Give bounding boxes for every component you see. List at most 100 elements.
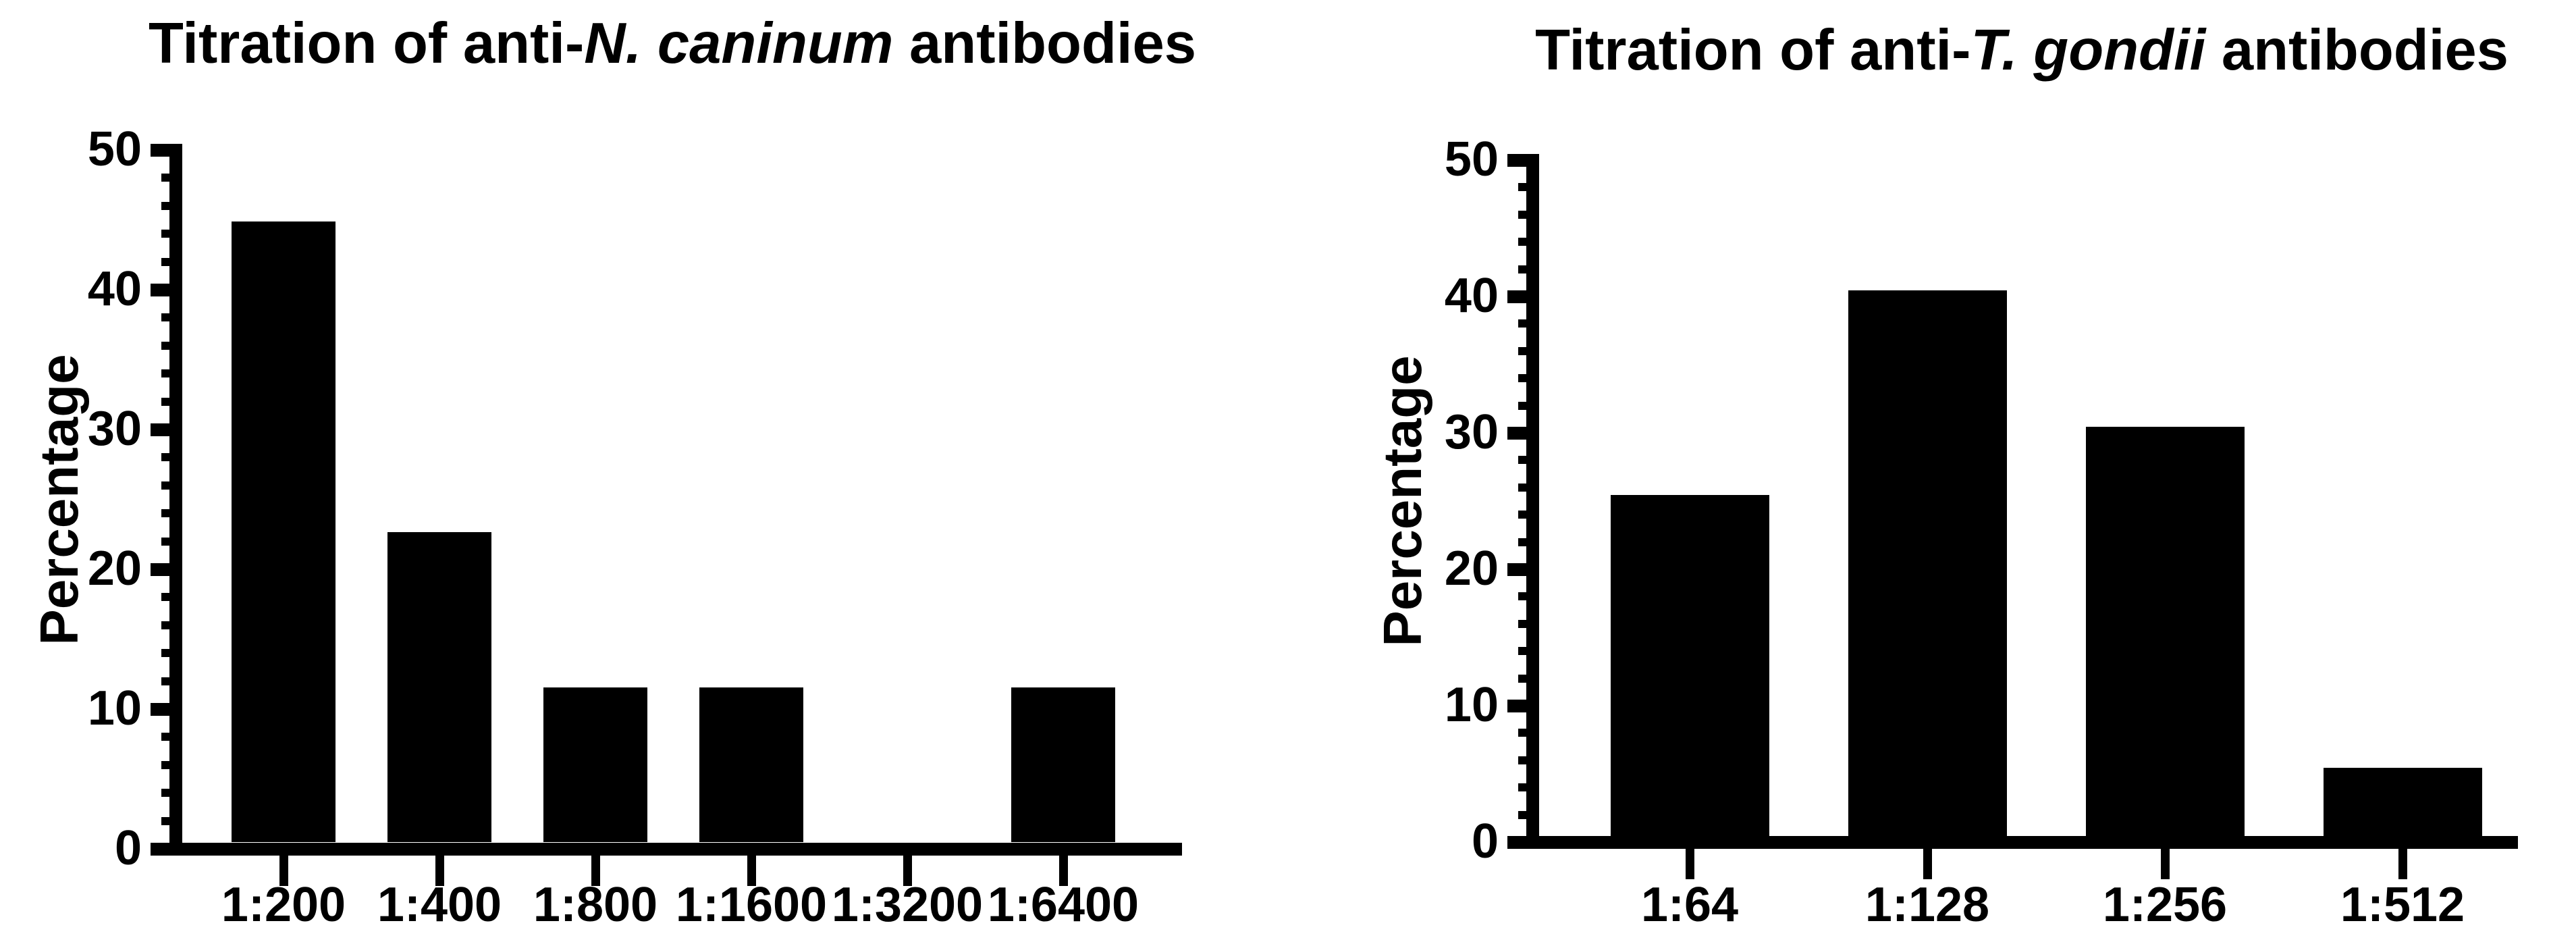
x-axis-line — [1526, 835, 2518, 849]
y-minor-tick — [1518, 783, 1526, 792]
y-minor-tick — [1518, 456, 1526, 465]
x-tick — [591, 855, 600, 886]
y-tick-label: 0 — [114, 820, 142, 875]
x-tick — [1923, 848, 1932, 879]
y-minor-tick — [161, 174, 169, 182]
y-tick-label: 20 — [1444, 541, 1499, 596]
y-minor-tick — [1518, 538, 1526, 546]
y-minor-tick — [1518, 674, 1526, 683]
y-minor-tick — [1518, 647, 1526, 656]
x-tick — [279, 855, 288, 886]
x-axis-line — [169, 842, 1182, 856]
y-tick-label: 30 — [87, 401, 142, 456]
y-minor-tick — [1518, 346, 1526, 355]
y-minor-tick — [161, 201, 169, 210]
chart-title-segment: Titration of anti- — [148, 11, 585, 76]
y-minor-tick — [1518, 319, 1526, 328]
y-minor-tick — [1518, 756, 1526, 764]
bar — [232, 221, 336, 843]
y-tick-label: 20 — [87, 541, 142, 596]
x-tick — [903, 855, 912, 886]
y-major-tick — [151, 702, 169, 716]
y-minor-tick — [1518, 374, 1526, 383]
y-major-tick — [1507, 153, 1526, 167]
x-tick-label: 1:128 — [1864, 878, 1990, 932]
bar — [387, 531, 491, 843]
y-minor-tick — [1518, 592, 1526, 601]
y-minor-tick — [1518, 238, 1526, 246]
x-tick-label: 1:6400 — [987, 878, 1139, 932]
x-tick — [747, 855, 756, 886]
y-minor-tick — [161, 453, 169, 462]
y-tick-label: 10 — [87, 681, 142, 735]
y-tick-label: 40 — [87, 261, 142, 316]
y-tick-label: 50 — [1444, 132, 1499, 186]
x-tick-label: 1:256 — [2102, 878, 2228, 932]
y-axis-line — [1526, 154, 1539, 849]
x-tick — [1058, 855, 1068, 886]
chart-title: Titration of anti-T. gondii antibodies — [1535, 22, 2508, 79]
y-minor-tick — [1518, 183, 1526, 192]
y-minor-tick — [1518, 210, 1526, 219]
x-tick — [2160, 848, 2170, 879]
y-minor-tick — [161, 230, 169, 238]
y-major-tick — [151, 143, 169, 157]
y-minor-tick — [161, 341, 169, 350]
y-minor-tick — [161, 593, 169, 602]
x-tick-label: 1:3200 — [831, 878, 984, 932]
y-major-tick — [151, 563, 169, 576]
y-minor-tick — [161, 816, 169, 825]
y-minor-tick — [1518, 265, 1526, 273]
x-tick-label: 1:512 — [2340, 878, 2465, 932]
bar — [1610, 494, 1769, 836]
y-minor-tick — [161, 257, 169, 266]
chart-title-segment: Titration of anti- — [1535, 18, 1971, 82]
y-major-tick — [1507, 835, 1526, 849]
y-minor-tick — [161, 733, 169, 741]
y-minor-tick — [161, 789, 169, 798]
x-tick-label: 1:400 — [377, 878, 502, 932]
x-tick — [435, 855, 444, 886]
y-minor-tick — [161, 397, 169, 406]
x-tick-label: 1:64 — [1640, 878, 1739, 932]
chart-title-segment: antibodies — [2205, 18, 2508, 82]
y-minor-tick — [1518, 511, 1526, 519]
bar — [1011, 687, 1115, 843]
y-minor-tick — [161, 621, 169, 629]
y-minor-tick — [1518, 401, 1526, 410]
y-major-tick — [151, 842, 169, 856]
y-minor-tick — [161, 313, 169, 322]
y-axis-line — [169, 144, 182, 856]
y-axis-title: Percentage — [1372, 355, 1432, 647]
x-tick-label: 1:200 — [221, 878, 346, 932]
y-minor-tick — [161, 537, 169, 546]
y-tick-label: 40 — [1444, 268, 1499, 323]
bar — [699, 687, 803, 843]
y-major-tick — [1507, 426, 1526, 440]
y-minor-tick — [161, 677, 169, 685]
y-major-tick — [151, 423, 169, 436]
chart-title-species-segment: N. caninum — [584, 11, 894, 76]
y-minor-tick — [161, 509, 169, 518]
x-tick-label: 1:800 — [533, 878, 658, 932]
y-minor-tick — [161, 760, 169, 769]
y-major-tick — [1507, 290, 1526, 303]
bar — [543, 687, 647, 843]
y-major-tick — [151, 283, 169, 296]
bar — [2323, 767, 2482, 836]
x-tick — [1685, 848, 1694, 879]
x-tick-label: 1:1600 — [675, 878, 828, 932]
y-major-tick — [1507, 699, 1526, 712]
y-minor-tick — [161, 649, 169, 658]
chart-title-segment: antibodies — [893, 11, 1197, 76]
y-tick-label: 50 — [87, 122, 142, 176]
y-tick-label: 30 — [1444, 404, 1499, 459]
y-minor-tick — [1518, 619, 1526, 628]
y-tick-label: 10 — [1444, 677, 1499, 732]
y-minor-tick — [1518, 483, 1526, 492]
bar — [1848, 290, 2007, 836]
y-minor-tick — [161, 369, 169, 378]
y-minor-tick — [161, 481, 169, 490]
